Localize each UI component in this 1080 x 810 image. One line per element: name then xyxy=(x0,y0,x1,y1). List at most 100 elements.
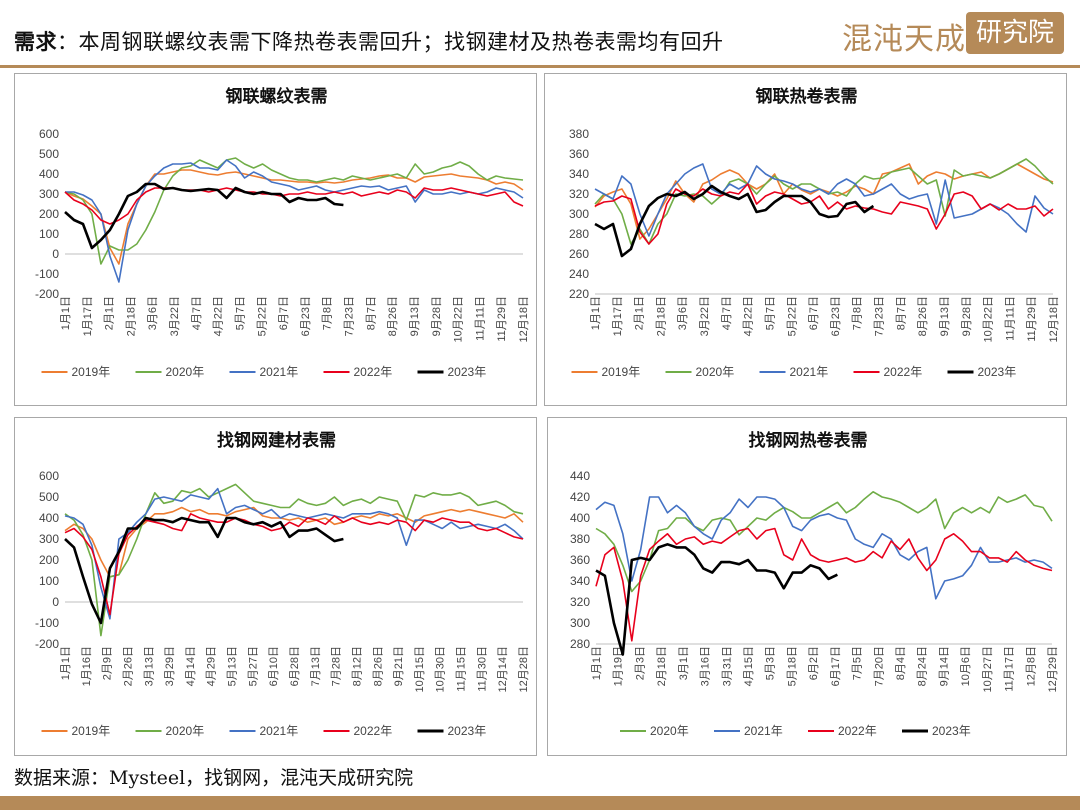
y-tick-label: 360 xyxy=(570,553,590,567)
y-tick-label: -100 xyxy=(35,267,59,281)
y-tick-label: 240 xyxy=(569,267,589,281)
x-tick-label: 5月3日 xyxy=(765,646,777,680)
y-tick-label: 320 xyxy=(569,187,589,201)
x-tick-label: 6月28日 xyxy=(289,646,301,686)
x-tick-label: 2月3日 xyxy=(634,646,646,680)
y-tick-label: 400 xyxy=(39,167,59,181)
y-tick-label: 200 xyxy=(39,207,59,221)
x-tick-label: 7月8日 xyxy=(852,296,864,330)
x-tick-label: 4月22日 xyxy=(743,296,755,336)
x-tick-label: 9月28日 xyxy=(431,296,443,336)
x-tick-label: 3月31日 xyxy=(721,646,733,686)
y-tick-label: 300 xyxy=(39,187,59,201)
x-tick-label: 11月29日 xyxy=(1026,296,1038,342)
x-tick-label: 10月27日 xyxy=(982,646,994,692)
x-tick-label: 6月7日 xyxy=(278,296,290,330)
x-tick-label: 7月28日 xyxy=(331,646,343,686)
series-line xyxy=(64,516,344,625)
x-tick-label: 6月2日 xyxy=(808,646,820,680)
legend-label: 2020年 xyxy=(696,365,735,379)
y-tick-label: 420 xyxy=(570,490,590,504)
chart-title: 钢联热卷表需 xyxy=(756,86,858,106)
x-tick-label: 7月23日 xyxy=(344,296,356,336)
x-tick-label: 12月18日 xyxy=(1048,296,1060,342)
x-tick-label: 9月13日 xyxy=(939,296,951,336)
y-tick-label: 380 xyxy=(570,532,590,546)
x-tick-label: 5月7日 xyxy=(764,296,776,330)
title-text: 本周钢联螺纹表需下降热卷表需回升；找钢建材及热卷表需均有回升 xyxy=(78,30,724,54)
y-tick-label: 300 xyxy=(570,616,590,630)
y-tick-label: 320 xyxy=(570,595,590,609)
x-tick-label: 12月18日 xyxy=(518,296,530,342)
chart-panel-hrc-zhaogang: 找钢网热卷表需 280 300 320 340 360 380 400 420 440 1月1日 1月… xyxy=(547,417,1067,756)
x-tick-label: 1月1日 xyxy=(591,646,603,680)
x-tick-label: 4月7日 xyxy=(721,296,733,330)
x-tick-label: 9月14日 xyxy=(938,646,950,686)
legend-label: 2021年 xyxy=(260,365,299,379)
x-tick-label: 8月7日 xyxy=(895,296,907,330)
x-tick-label: 10月30日 xyxy=(435,646,447,692)
legend-label: 2022年 xyxy=(884,365,923,379)
x-tick-label: 12月14日 xyxy=(497,646,509,692)
source-note: 数据来源：Mysteel，找钢网，混沌天成研究院 xyxy=(14,767,414,789)
x-tick-label: 3月22日 xyxy=(169,296,181,336)
x-tick-label: 8月12日 xyxy=(351,646,363,686)
x-tick-label: 11月11日 xyxy=(474,296,486,341)
x-tick-label: 8月24日 xyxy=(917,646,929,686)
series-line xyxy=(595,527,1053,642)
x-tick-label: 5月7日 xyxy=(234,296,246,330)
legend-label: 2019年 xyxy=(72,365,111,379)
y-tick-label: 100 xyxy=(39,227,59,241)
x-tick-label: 11月17日 xyxy=(1004,646,1016,692)
y-tick-label: 600 xyxy=(39,127,59,141)
y-tick-label: 280 xyxy=(569,227,589,241)
chart-title: 钢联螺纹表需 xyxy=(226,86,328,106)
x-tick-label: 2月1日 xyxy=(634,296,646,330)
x-tick-label: 1月17日 xyxy=(82,296,94,336)
series-line xyxy=(64,487,524,620)
series-line xyxy=(64,483,524,637)
series-line xyxy=(595,496,1053,600)
y-tick-label: 360 xyxy=(569,147,589,161)
x-tick-label: 10月22日 xyxy=(983,296,995,342)
legend-label: 2022年 xyxy=(354,365,393,379)
legend-label: 2022年 xyxy=(354,724,393,738)
chart-title: 找钢网热卷表需 xyxy=(749,430,868,450)
title-colon: ： xyxy=(57,30,79,54)
legend-label: 2021年 xyxy=(260,724,299,738)
x-tick-label: 11月11日 xyxy=(1004,296,1016,341)
x-tick-label: 1月16日 xyxy=(81,646,93,686)
y-tick-label: 200 xyxy=(39,553,59,567)
y-tick-label: 400 xyxy=(39,511,59,525)
legend-label: 2021年 xyxy=(744,724,783,738)
x-tick-label: 3月29日 xyxy=(164,646,176,686)
x-tick-label: 10月15日 xyxy=(414,646,426,692)
x-tick-label: 5月27日 xyxy=(247,646,259,686)
x-tick-label: 9月28日 xyxy=(961,296,973,336)
x-tick-label: 11月15日 xyxy=(456,646,468,692)
legend-label: 2023年 xyxy=(932,724,971,738)
x-tick-label: 4月29日 xyxy=(206,646,218,686)
chart-svg: 钢联螺纹表需 -200 -100 0 100 200 300 400 500 600 1月1日 1月1… xyxy=(35,86,530,379)
x-tick-label: 1月17日 xyxy=(612,296,624,336)
x-tick-label: 11月29日 xyxy=(496,296,508,342)
y-tick-label: 400 xyxy=(570,511,590,525)
y-tick-label: 280 xyxy=(570,637,590,651)
x-tick-label: 11月30日 xyxy=(476,646,488,692)
x-tick-label: 8月26日 xyxy=(372,646,384,686)
x-tick-label: 5月22日 xyxy=(256,296,268,336)
x-tick-label: 2月26日 xyxy=(122,646,134,686)
y-tick-label: 300 xyxy=(39,532,59,546)
header-rule xyxy=(0,65,1080,68)
x-tick-label: 6月10日 xyxy=(268,646,280,686)
y-tick-label: 260 xyxy=(569,247,589,261)
page-header: 需求：本周钢联螺纹表需下降热卷表需回升；找钢建材及热卷表需均有回升 混沌天成 研… xyxy=(0,0,1080,68)
x-tick-label: 8月7日 xyxy=(365,296,377,330)
x-tick-label: 8月26日 xyxy=(387,296,399,336)
legend-label: 2020年 xyxy=(166,724,205,738)
x-tick-label: 2月18日 xyxy=(655,296,667,336)
x-tick-label: 3月1日 xyxy=(678,646,690,680)
x-tick-label: 3月6日 xyxy=(677,296,689,330)
y-tick-label: 340 xyxy=(569,167,589,181)
y-tick-label: 100 xyxy=(39,574,59,588)
